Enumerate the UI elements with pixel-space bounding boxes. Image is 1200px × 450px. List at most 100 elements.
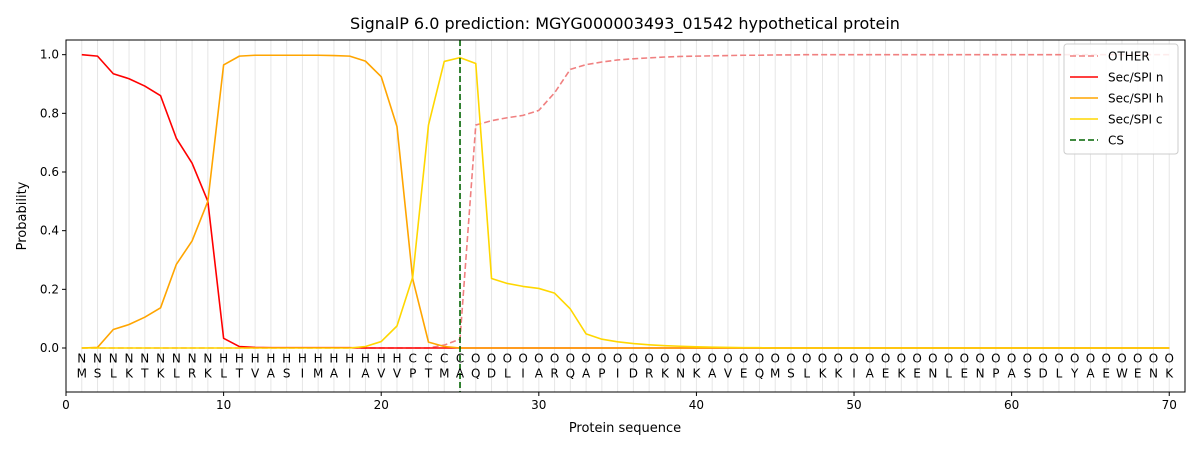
x-tick-label: 30 [531, 398, 546, 412]
x-tick-label: 0 [62, 398, 70, 412]
sequence-residue: V [251, 366, 260, 380]
region-label: O [644, 352, 653, 366]
region-label: O [944, 352, 953, 366]
sequence-residue: L [945, 366, 952, 380]
sequence-residue: S [1024, 366, 1032, 380]
sequence-residue: P [598, 366, 605, 380]
region-label: O [786, 352, 795, 366]
region-label: N [188, 352, 197, 366]
region-label: O [912, 352, 921, 366]
series-lines [81, 40, 1170, 392]
sequence-residue: N [676, 366, 685, 380]
region-label: O [770, 352, 779, 366]
x-tick-label: 40 [689, 398, 704, 412]
sequence-residue: Q [755, 366, 764, 380]
sequence-residue: K [1165, 366, 1174, 380]
sequence-residue: V [377, 366, 386, 380]
sequence-residue: A [267, 366, 276, 380]
legend: OTHER Sec/SPI n Sec/SPI h Sec/SPI c CS [1063, 43, 1179, 155]
region-label: H [266, 352, 275, 366]
sequence-residue: E [740, 366, 748, 380]
sequence-residue: K [834, 366, 843, 380]
sequence-residue: L [110, 366, 117, 380]
x-tick-label: 20 [374, 398, 389, 412]
sequence-residue: N [976, 366, 985, 380]
region-label: O [755, 352, 764, 366]
sequence-residue: E [1102, 366, 1110, 380]
y-tick-label: 0.6 [40, 165, 59, 179]
sequence-residue: D [1039, 366, 1048, 380]
region-label: O [975, 352, 984, 366]
sequence-residue: K [204, 366, 213, 380]
region-label: O [503, 352, 512, 366]
sequence-residue: P [409, 366, 416, 380]
region-label: N [109, 352, 118, 366]
region-label: H [377, 352, 386, 366]
sequence-residue: A [456, 366, 465, 380]
sequence-residue: N [1149, 366, 1158, 380]
region-label: N [93, 352, 102, 366]
region-label: H [251, 352, 260, 366]
region-label: O [629, 352, 638, 366]
legend-label: OTHER [1108, 50, 1150, 64]
sequence-residue: P [992, 366, 999, 380]
sequence-residue: I [852, 366, 856, 380]
region-label: O [518, 352, 527, 366]
region-label: O [613, 352, 622, 366]
legend-label: Sec/SPI h [1108, 92, 1163, 106]
plot-frame [65, 39, 1186, 393]
sequence-residue: L [1056, 366, 1063, 380]
sequence-residue: A [361, 366, 370, 380]
region-label: N [125, 352, 134, 366]
sequence-residue: Q [566, 366, 575, 380]
sequence-residue: T [424, 366, 433, 380]
sequence-residue: R [188, 366, 196, 380]
region-label: O [581, 352, 590, 366]
region-label: H [361, 352, 370, 366]
sequence-residue: A [535, 366, 544, 380]
sequence-residue: A [708, 366, 717, 380]
region-label: C [456, 352, 464, 366]
region-label: N [140, 352, 149, 366]
region-label: N [156, 352, 165, 366]
region-label: N [77, 352, 86, 366]
sequence-residue: I [301, 366, 305, 380]
sequence-residue: E [913, 366, 921, 380]
region-label: N [203, 352, 212, 366]
region-label: C [409, 352, 417, 366]
sequence-residue: Y [1070, 366, 1079, 380]
y-tick-label: 1.0 [40, 48, 59, 62]
series-line-sec-spi-c [81, 56, 1170, 349]
region-label: O [1086, 352, 1095, 366]
x-axis-label: Protein sequence [569, 421, 681, 436]
region-label: O [566, 352, 575, 366]
legend-box [1063, 43, 1179, 155]
region-label: O [1038, 352, 1047, 366]
grid-lines [81, 40, 1170, 392]
sequence-residue: M [439, 366, 449, 380]
sequence-residue: D [487, 366, 496, 380]
x-tick-label: 50 [846, 398, 861, 412]
sequence-residue: T [140, 366, 149, 380]
legend-label: Sec/SPI n [1108, 71, 1163, 85]
series-line-other [81, 53, 1170, 349]
legend-label: CS [1108, 134, 1124, 148]
region-label: O [550, 352, 559, 366]
sequence-residue: E [882, 366, 890, 380]
sequence-residue: M [313, 366, 323, 380]
x-tick-label: 70 [1162, 398, 1177, 412]
sequence-residue: L [220, 366, 227, 380]
x-tick-label: 10 [216, 398, 231, 412]
x-axis-ticks: 0 10 20 30 40 50 60 70 [62, 392, 1177, 412]
region-label: O [707, 352, 716, 366]
sequence-residue: M [770, 366, 780, 380]
sequence-residue: E [961, 366, 969, 380]
sequence-residue: L [803, 366, 810, 380]
sequence-residue: R [550, 366, 558, 380]
region-label: N [172, 352, 181, 366]
region-label: O [471, 352, 480, 366]
y-axis-ticks: 0.0 0.2 0.4 0.6 0.8 1.0 [40, 48, 66, 355]
sequence-residue: K [157, 366, 166, 380]
region-label: O [865, 352, 874, 366]
sequence-residue: Q [471, 366, 480, 380]
